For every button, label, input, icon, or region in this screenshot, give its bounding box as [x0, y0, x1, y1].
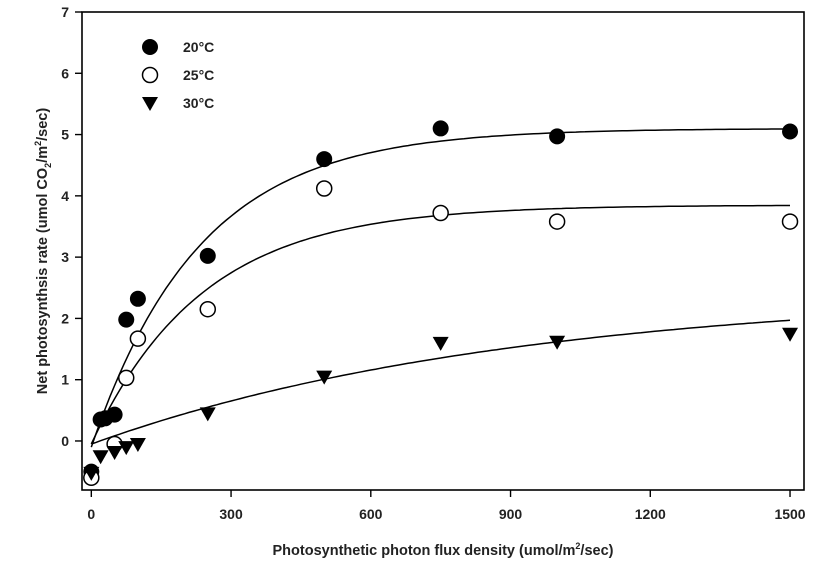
legend-marker [142, 39, 158, 55]
fit-curve [91, 319, 791, 445]
data-point [106, 446, 123, 461]
data-point [315, 180, 333, 197]
x-tick-label: 600 [359, 506, 383, 522]
data-point [432, 336, 449, 351]
data-point [781, 213, 799, 230]
y-tick-label: 1 [61, 372, 69, 388]
x-axis-title-main: Photosynthetic photon flux density (umol… [273, 543, 576, 559]
data-point [782, 327, 799, 342]
data-point [106, 406, 123, 423]
y-axis-title-sub: 2 [43, 163, 53, 168]
x-tick-label: 1200 [635, 506, 666, 522]
data-point [432, 120, 449, 137]
data-point [118, 311, 135, 328]
data-point [118, 369, 135, 387]
fit-curve [90, 128, 791, 448]
data-point [316, 151, 333, 168]
data-point [83, 466, 100, 481]
y-axis-title-tail: /sec) [35, 108, 51, 141]
data-point [549, 128, 566, 145]
data-point [199, 300, 217, 318]
legend-label: 20°C [183, 39, 214, 55]
x-tick-label: 300 [219, 506, 243, 522]
x-axis-title-sup: 2 [575, 541, 580, 551]
data-point [316, 370, 333, 385]
data-point [549, 335, 566, 350]
legend-marker [141, 66, 159, 84]
data-point [548, 213, 566, 230]
x-axis-title-tail: /sec) [580, 543, 613, 559]
fit-curve [90, 204, 790, 445]
legend-marker [142, 97, 158, 111]
y-tick-label: 3 [61, 249, 69, 265]
legend-label: 25°C [183, 67, 214, 83]
data-point [129, 330, 147, 347]
data-point [92, 450, 109, 465]
data-point [782, 123, 799, 140]
y-tick-label: 7 [61, 4, 69, 20]
data-point [129, 438, 146, 453]
legend-label: 30°C [183, 95, 214, 111]
y-axis-title-sup: 2 [33, 141, 43, 146]
x-axis-title: Photosynthetic photon flux density (umol… [273, 541, 614, 559]
legend: 20°C 25°C 30°C [141, 39, 214, 111]
x-tick-label: 900 [499, 506, 523, 522]
x-tick-label: 1500 [774, 506, 805, 522]
y-axis-title-mid: /m [35, 146, 51, 163]
data-points [83, 120, 799, 486]
axis-ticks: 0 300 600 900 1200 1500 0 1 2 3 4 5 6 7 [61, 4, 806, 522]
y-axis-title-main: Net photosynthsis rate (umol CO [35, 168, 51, 394]
y-tick-label: 2 [61, 310, 69, 326]
data-point [129, 290, 146, 307]
data-point [432, 204, 449, 222]
y-tick-label: 5 [61, 127, 69, 143]
data-point [118, 441, 135, 456]
y-tick-label: 0 [61, 433, 69, 449]
plot-frame [81, 11, 805, 491]
x-tick-label: 0 [87, 506, 95, 522]
data-point [199, 407, 216, 422]
y-axis-title: Net photosynthsis rate (umol CO2/m2/sec) [33, 108, 53, 395]
y-tick-label: 4 [61, 188, 69, 204]
data-point [199, 247, 216, 264]
fit-curves [90, 128, 791, 448]
y-tick-label: 6 [61, 65, 69, 81]
